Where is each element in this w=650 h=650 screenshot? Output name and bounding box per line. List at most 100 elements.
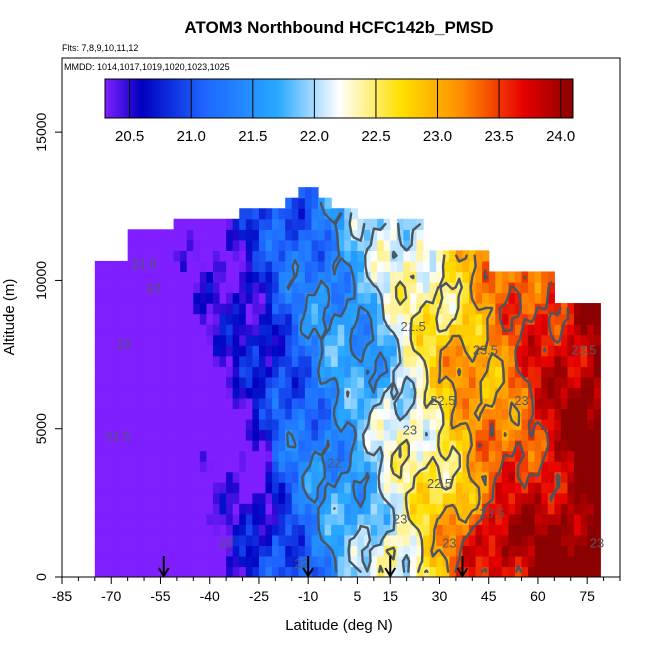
heatmap-cell bbox=[94, 492, 102, 504]
heatmap-cell bbox=[206, 355, 214, 367]
heatmap-cell bbox=[258, 545, 267, 557]
heatmap-cell bbox=[199, 239, 208, 251]
heatmap-cell bbox=[482, 397, 490, 410]
contour-label: 23.5 bbox=[473, 343, 498, 358]
heatmap-cell bbox=[232, 418, 240, 431]
heatmap-cell bbox=[462, 271, 470, 283]
heatmap-cell bbox=[226, 313, 234, 325]
heatmap-cell bbox=[324, 534, 332, 546]
heatmap-cell bbox=[409, 281, 418, 294]
heatmap-cell bbox=[383, 503, 391, 515]
heatmap-cell bbox=[370, 239, 378, 251]
heatmap-cell bbox=[140, 355, 148, 367]
heatmap-cell bbox=[534, 387, 542, 399]
heatmap-cell bbox=[298, 250, 306, 262]
heatmap-cell bbox=[560, 429, 569, 441]
heatmap-cell bbox=[363, 440, 372, 452]
heatmap-cell bbox=[226, 482, 234, 494]
heatmap-cell bbox=[554, 345, 562, 357]
heatmap-cell bbox=[528, 524, 536, 536]
dates-subtitle: MMDD: 1014,1017,1019,1020,1023,1025 bbox=[64, 62, 230, 72]
heatmap-cell bbox=[318, 471, 326, 483]
heatmap-cell bbox=[488, 271, 496, 283]
heatmap-cell bbox=[232, 524, 240, 536]
heatmap-cell bbox=[554, 355, 562, 367]
heatmap-cell bbox=[140, 281, 148, 294]
heatmap-cell bbox=[206, 545, 214, 557]
heatmap-cell bbox=[521, 461, 529, 473]
heatmap-cell bbox=[272, 429, 280, 441]
heatmap-cell bbox=[350, 387, 359, 399]
heatmap-cell bbox=[140, 324, 148, 336]
heatmap-cell bbox=[121, 503, 129, 515]
heatmap-cell bbox=[285, 524, 293, 536]
heatmap-cell bbox=[167, 566, 175, 577]
heatmap-cell bbox=[252, 429, 260, 441]
heatmap-cell bbox=[383, 513, 391, 525]
heatmap-cell bbox=[291, 260, 299, 273]
heatmap-cell bbox=[258, 418, 267, 431]
heatmap-cell bbox=[245, 208, 253, 220]
heatmap-cell bbox=[127, 387, 135, 399]
heatmap-cell bbox=[212, 387, 221, 399]
heatmap-cell bbox=[344, 313, 352, 325]
heatmap-cell bbox=[147, 524, 155, 536]
heatmap-cell bbox=[147, 345, 155, 357]
heatmap-cell bbox=[554, 408, 562, 420]
heatmap-cell bbox=[488, 292, 496, 304]
heatmap-cell bbox=[580, 303, 588, 315]
heatmap-cell bbox=[396, 534, 404, 546]
heatmap-cell bbox=[153, 334, 162, 346]
heatmap-cell bbox=[409, 566, 418, 577]
heatmap-cell bbox=[403, 440, 411, 452]
heatmap-cell bbox=[140, 418, 148, 431]
heatmap-cell bbox=[212, 471, 221, 483]
heatmap-cell bbox=[193, 450, 201, 462]
heatmap-cell bbox=[94, 429, 102, 441]
heatmap-cell bbox=[409, 440, 418, 452]
heatmap-cell bbox=[278, 471, 286, 483]
heatmap-cell bbox=[396, 513, 404, 525]
heatmap-cell bbox=[521, 418, 529, 431]
heatmap-cell bbox=[560, 376, 569, 388]
heatmap-cell bbox=[469, 418, 477, 431]
heatmap-cell bbox=[245, 513, 253, 525]
heatmap-cell bbox=[488, 566, 496, 577]
heatmap-cell bbox=[337, 355, 345, 367]
heatmap-cell bbox=[521, 366, 529, 378]
heatmap-cell bbox=[311, 303, 319, 315]
heatmap-cell bbox=[574, 324, 582, 336]
heatmap-cell bbox=[127, 229, 135, 241]
heatmap-cell bbox=[107, 397, 116, 410]
heatmap-cell bbox=[206, 513, 214, 525]
heatmap-cell bbox=[567, 408, 575, 420]
heatmap-cell bbox=[488, 440, 496, 452]
heatmap-cell bbox=[239, 471, 247, 483]
heatmap-cell bbox=[495, 408, 503, 420]
contour-label: 22.5 bbox=[430, 393, 455, 408]
heatmap-cell bbox=[423, 397, 431, 410]
heatmap-cell bbox=[298, 218, 306, 230]
heatmap-cell bbox=[252, 208, 260, 220]
heatmap-cell bbox=[331, 260, 339, 273]
heatmap-cell bbox=[121, 482, 129, 494]
heatmap-cell bbox=[449, 355, 457, 367]
heatmap-cell bbox=[232, 345, 240, 357]
heatmap-cell bbox=[541, 313, 549, 325]
contour-line bbox=[378, 254, 463, 573]
heatmap-cell bbox=[298, 303, 306, 315]
heatmap-cell bbox=[298, 334, 306, 346]
heatmap-cell bbox=[186, 492, 194, 504]
heatmap-cell bbox=[291, 503, 299, 515]
heatmap-cell bbox=[186, 513, 194, 525]
heatmap-cell bbox=[147, 313, 155, 325]
heatmap-cell bbox=[160, 324, 168, 336]
heatmap-cell bbox=[429, 513, 437, 525]
heatmap-cell bbox=[508, 566, 516, 577]
heatmap-cell bbox=[534, 482, 542, 494]
heatmap-cell bbox=[318, 482, 326, 494]
colorbar-tick-label: 24.0 bbox=[546, 128, 575, 145]
heatmap-cell bbox=[180, 534, 188, 546]
heatmap-cell bbox=[114, 408, 122, 420]
heatmap-cell bbox=[167, 376, 175, 388]
